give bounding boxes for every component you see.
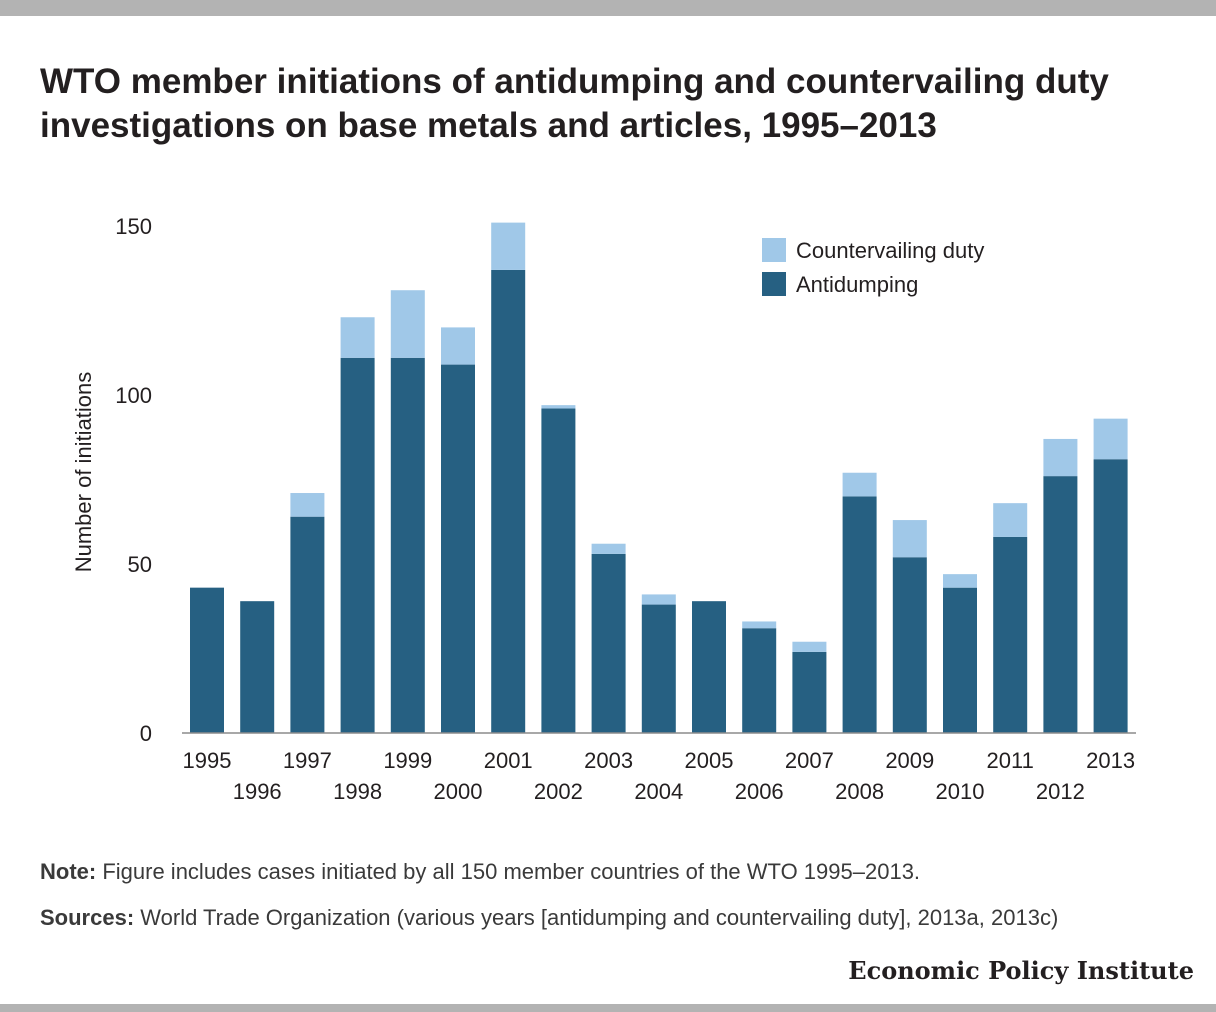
bar-antidumping-2012 (1043, 476, 1078, 733)
legend-swatch-countervailing (762, 238, 786, 262)
x-tick-label: 2004 (634, 779, 683, 804)
legend-label-antidumping: Antidumping (796, 272, 918, 297)
x-tick-label: 2007 (785, 748, 834, 773)
bar-antidumping-1996 (240, 601, 275, 733)
bar-antidumping-2006 (742, 628, 777, 733)
x-tick-label: 2002 (534, 779, 583, 804)
legend-label-countervailing: Countervailing duty (796, 238, 984, 263)
bar-countervailing-2012 (1043, 438, 1078, 477)
bar-countervailing-1998 (340, 317, 375, 358)
y-tick-label: 150 (115, 214, 152, 239)
bar-antidumping-2007 (792, 651, 827, 733)
bar-countervailing-2001 (491, 222, 526, 270)
x-tick-label: 2012 (1036, 779, 1085, 804)
bar-antidumping-2003 (591, 553, 626, 733)
x-tick-label: 1998 (333, 779, 382, 804)
x-tick-label: 1996 (233, 779, 282, 804)
x-tick-label: 1999 (383, 748, 432, 773)
x-tick-label: 1995 (183, 748, 232, 773)
legend-swatch-antidumping (762, 272, 786, 296)
bar-countervailing-2007 (792, 641, 827, 652)
chart-title: WTO member initiations of antidumping an… (40, 62, 1109, 145)
x-tick-label: 2001 (484, 748, 533, 773)
top-border-bar (0, 0, 1216, 16)
bar-countervailing-2011 (993, 503, 1028, 537)
bar-countervailing-2010 (943, 574, 977, 588)
bar-countervailing-2006 (742, 621, 777, 629)
bar-antidumping-1995 (190, 587, 224, 733)
y-axis-title: Number of initiations (71, 372, 96, 573)
bar-countervailing-2004 (641, 594, 676, 605)
y-tick-label: 50 (128, 552, 152, 577)
x-tick-label: 2008 (835, 779, 884, 804)
bar-antidumping-1998 (340, 357, 375, 733)
bar-antidumping-2009 (892, 557, 927, 733)
bar-countervailing-2000 (441, 327, 475, 365)
x-tick-label: 2005 (685, 748, 734, 773)
sources-text: World Trade Organization (various years … (134, 905, 1059, 930)
bar-countervailing-2003 (591, 543, 626, 554)
x-tick-label: 2009 (885, 748, 934, 773)
note-text: Figure includes cases initiated by all 1… (96, 859, 921, 884)
sources-label: Sources: (40, 905, 135, 930)
bar-countervailing-2002 (541, 405, 576, 409)
y-tick-label: 100 (115, 383, 152, 408)
x-tick-label: 2010 (936, 779, 985, 804)
bar-antidumping-2001 (491, 269, 526, 733)
brand-logo-text: Economic Policy Institute (848, 956, 1194, 985)
note-line: Note: Figure includes cases initiated by… (40, 859, 920, 885)
bar-countervailing-2009 (892, 520, 927, 558)
bar-antidumping-2010 (943, 587, 977, 733)
sources-line: Sources: World Trade Organization (vario… (40, 905, 1058, 931)
bar-antidumping-1999 (390, 357, 425, 733)
bar-antidumping-2004 (641, 604, 676, 733)
x-tick-label: 1997 (283, 748, 332, 773)
bar-antidumping-2013 (1093, 459, 1128, 733)
bar-countervailing-1997 (290, 493, 325, 517)
x-tick-label: 2006 (735, 779, 784, 804)
bar-countervailing-2008 (842, 472, 877, 497)
bottom-border-bar (0, 1004, 1216, 1012)
bar-antidumping-2005 (692, 601, 726, 733)
bar-antidumping-2011 (993, 536, 1028, 733)
x-tick-label: 2000 (434, 779, 483, 804)
y-tick-label: 0 (140, 721, 152, 746)
bar-countervailing-1999 (390, 290, 425, 358)
bar-countervailing-2013 (1093, 418, 1128, 460)
note-label: Note: (40, 859, 97, 884)
x-tick-label: 2011 (987, 748, 1034, 773)
bar-antidumping-2000 (441, 364, 475, 733)
bar-antidumping-2008 (842, 496, 877, 733)
x-tick-label: 2013 (1086, 748, 1135, 773)
bar-antidumping-2002 (541, 408, 576, 733)
bar-antidumping-1997 (290, 516, 325, 733)
x-tick-label: 2003 (584, 748, 633, 773)
